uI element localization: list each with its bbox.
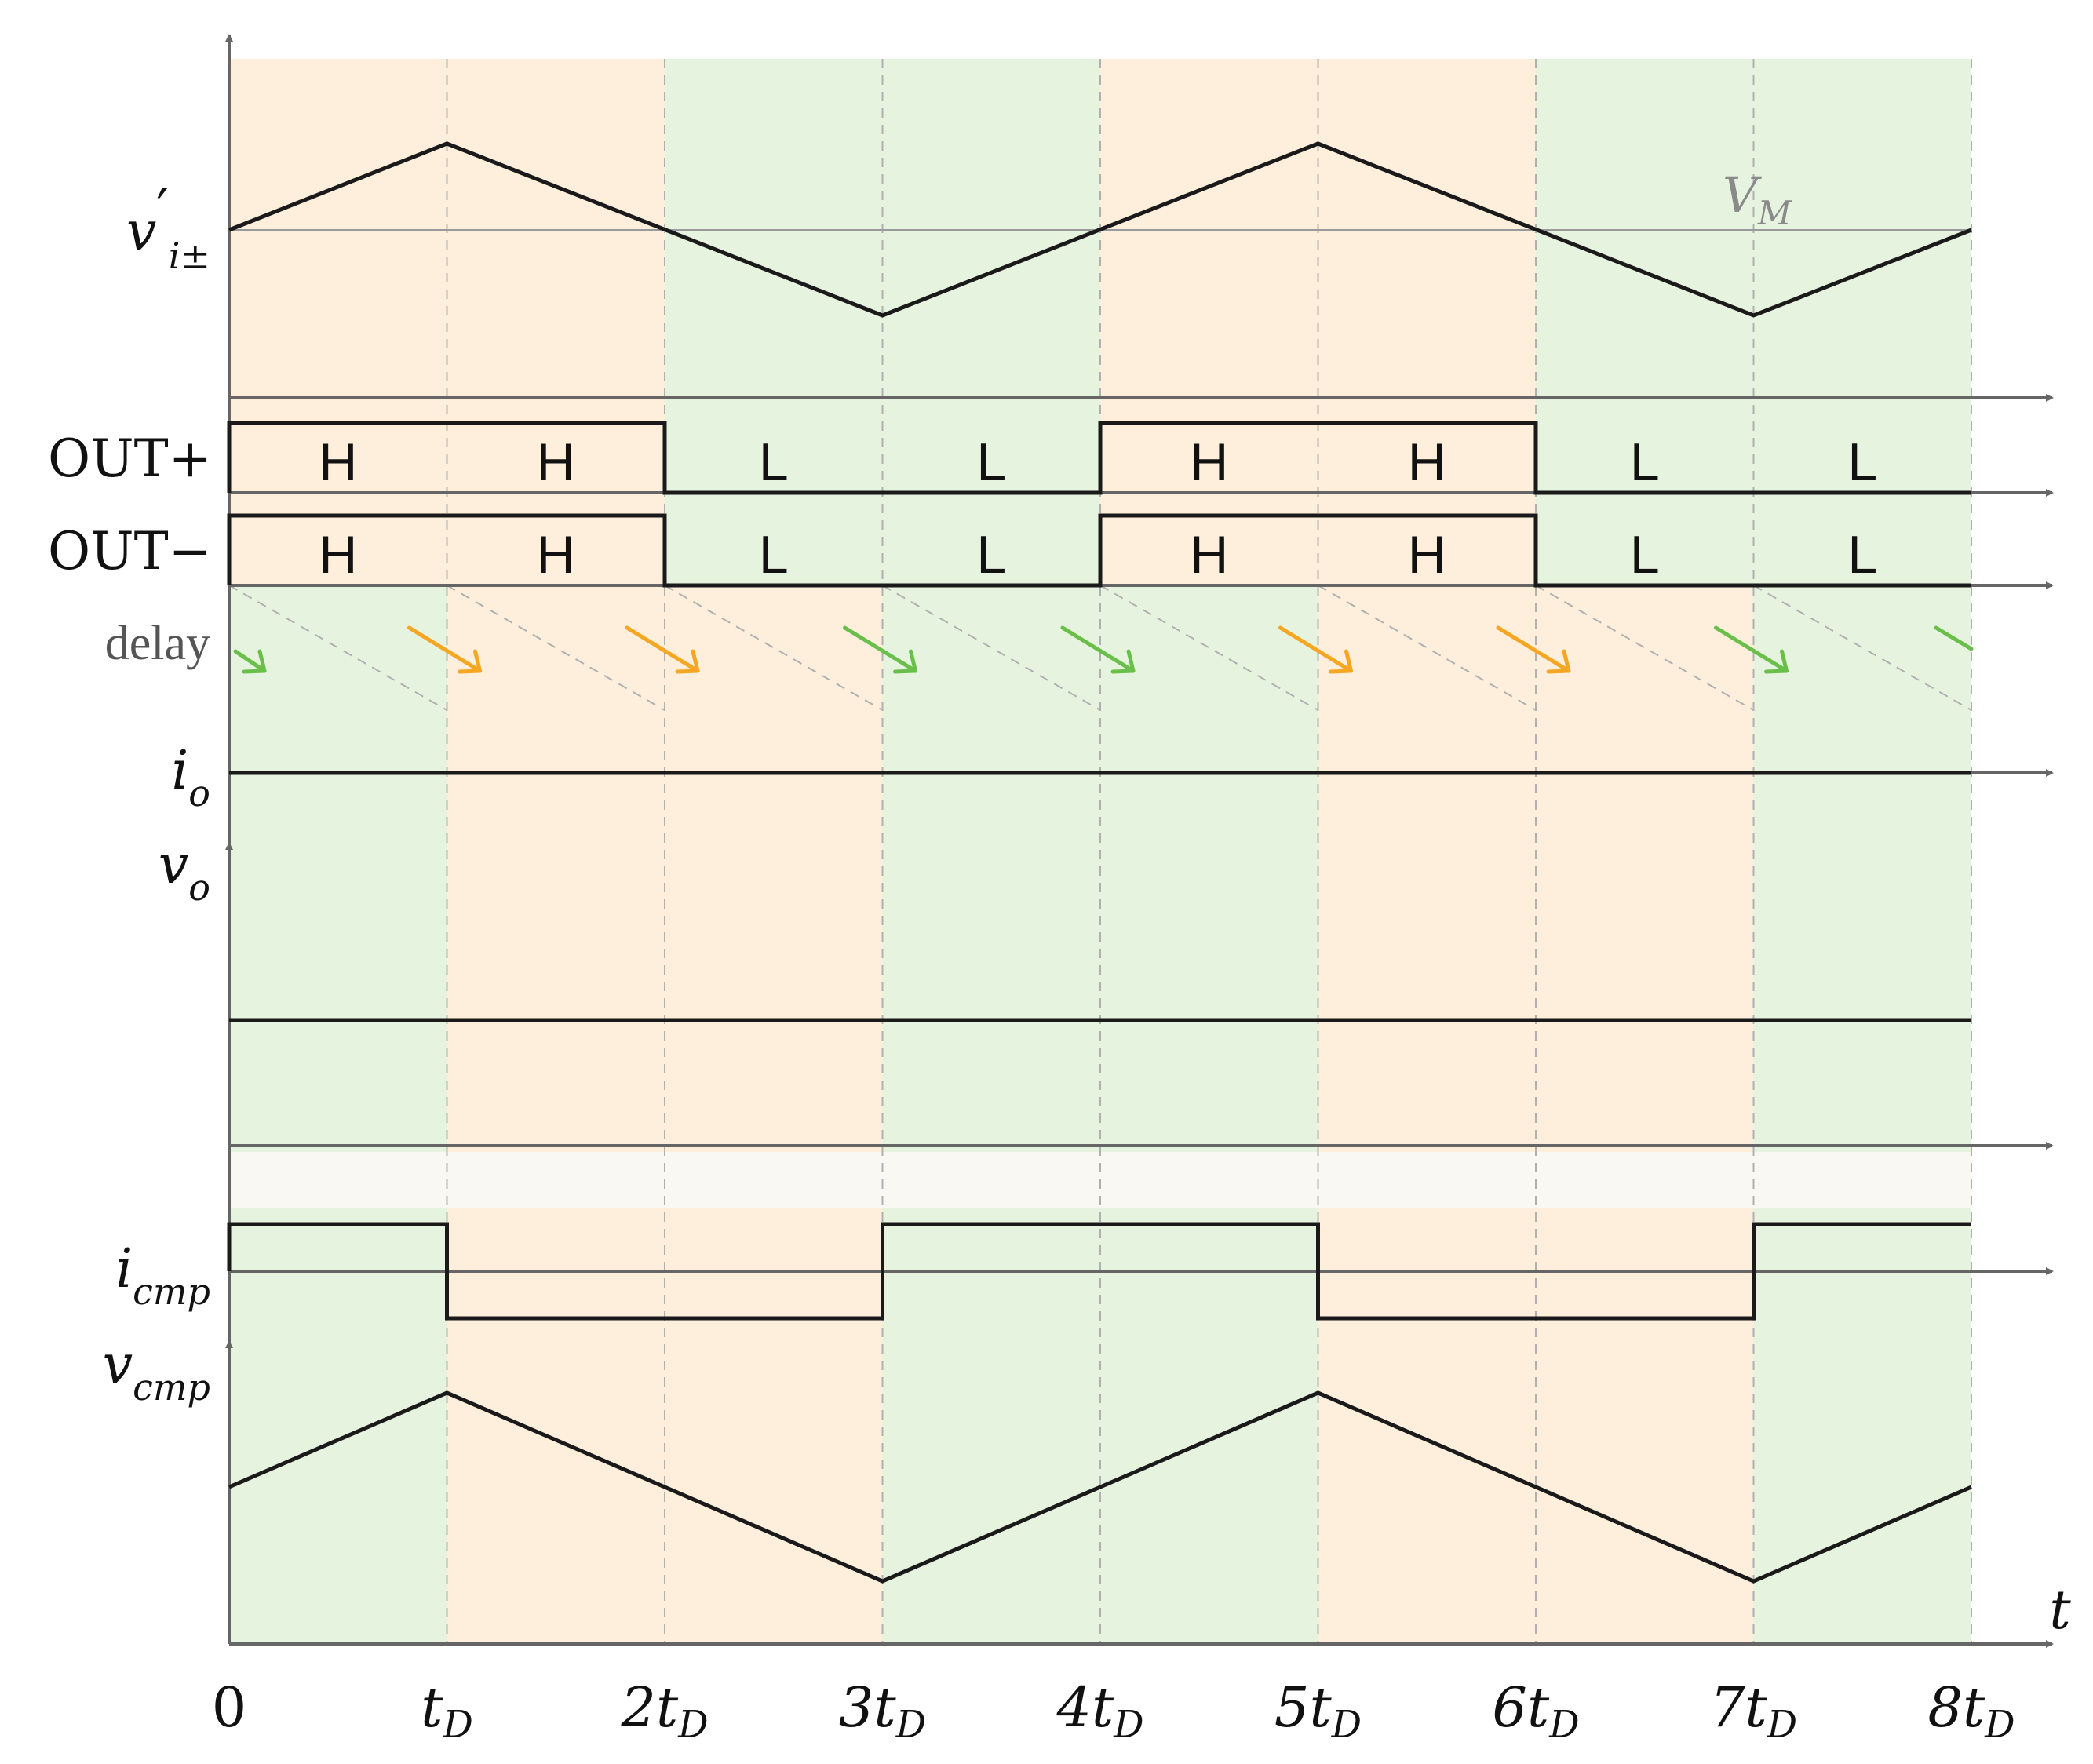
- region-green: [882, 585, 1100, 1169]
- delay-diagonal: [664, 585, 883, 711]
- delay-arrow: [625, 625, 700, 673]
- region-orange: [665, 1208, 883, 1644]
- delay-diagonal: [447, 585, 665, 711]
- delay-arrow-head: [458, 649, 482, 674]
- tick-label-3: 3tD: [839, 1675, 926, 1747]
- label-out-minus: OUT−: [48, 521, 212, 581]
- out-minus-state-label: H: [319, 525, 357, 585]
- delay-arrow: [1496, 625, 1571, 673]
- trace-vcmp: [228, 1390, 1972, 1584]
- tick-label-0: 0: [212, 1675, 247, 1740]
- delay-arrow-head: [1546, 649, 1571, 674]
- trace-out-plus: [227, 421, 1971, 495]
- delay-diagonal: [1535, 585, 1754, 711]
- region-green: [1753, 585, 1971, 1169]
- region-orange: [1536, 585, 1754, 1169]
- signal-traces: [227, 141, 1974, 1584]
- delay-diagonal: [882, 585, 1101, 711]
- delay-arrow: [407, 625, 482, 673]
- region-orange: [1318, 585, 1536, 1169]
- region-green: [882, 1208, 1100, 1644]
- out-minus-state-label: L: [759, 525, 789, 585]
- tick-label-1: tD: [421, 1675, 473, 1747]
- region-orange: [1318, 1208, 1536, 1644]
- time-axis-label: t: [2049, 1580, 2071, 1642]
- region-orange: [447, 1208, 665, 1644]
- region-green: [229, 1208, 447, 1644]
- trace-out-minus: [227, 513, 1971, 588]
- out-plus-state-label: L: [1847, 432, 1877, 492]
- label-vcmp: vcmp: [103, 1334, 210, 1409]
- delay-diagonal: [1318, 585, 1537, 711]
- delay-arrow: [1060, 625, 1136, 673]
- delay-diagonal: [228, 585, 447, 711]
- region-green: [229, 585, 447, 1169]
- label-vi: v′i±: [126, 179, 210, 277]
- delay-arrow: [1934, 625, 1974, 651]
- time-tick-labels: 0 tD 2tD 3tD 4tD 5tD 6tD 7tD 8tD t: [212, 1580, 2072, 1747]
- delay-diagonal: [1753, 585, 1972, 711]
- out-plus-state-label: H: [319, 432, 357, 492]
- delay-arrow: [1714, 625, 1789, 673]
- delay-arrow-head: [1329, 649, 1353, 674]
- time-gridlines: [228, 59, 1972, 1644]
- delay-arrow-head: [893, 649, 917, 674]
- delay-arrow-head: [675, 649, 700, 674]
- out-plus-state-label: L: [759, 432, 789, 492]
- region-orange: [447, 585, 665, 1169]
- out-plus-state-label: H: [1190, 432, 1228, 492]
- label-out-plus: OUT+: [48, 428, 212, 489]
- region-orange: [1536, 1208, 1754, 1644]
- tick-label-2: 2tD: [620, 1675, 708, 1747]
- tick-label-6: 6tD: [1492, 1675, 1579, 1747]
- out-plus-state-label: H: [537, 432, 575, 492]
- region-green: [1100, 1208, 1318, 1644]
- out-plus-state-label: H: [1408, 432, 1446, 492]
- label-vo: vo: [159, 834, 210, 909]
- out-minus-state-label: H: [537, 525, 575, 585]
- out-minus-state-label: L: [1630, 525, 1660, 585]
- region-green: [1753, 1208, 1971, 1644]
- tick-label-5: 5tD: [1274, 1675, 1362, 1747]
- out-minus-state-label: L: [1847, 525, 1877, 585]
- trace-icmp: [227, 1222, 1971, 1321]
- out-minus-state-label: L: [976, 525, 1006, 585]
- region-backgrounds: [229, 59, 1971, 1644]
- delay-arrow-head: [1764, 649, 1789, 674]
- delay-diagonal: [1099, 585, 1318, 711]
- delay-arrow: [233, 649, 267, 673]
- label-delay: delay: [105, 617, 210, 670]
- delay-arrow: [843, 625, 917, 673]
- tick-label-8: 8tD: [1927, 1675, 2015, 1747]
- tick-label-4: 4tD: [1056, 1675, 1143, 1747]
- delay-arrow: [1278, 625, 1353, 673]
- trace-vi: [228, 141, 1972, 318]
- label-icmp: icmp: [115, 1238, 210, 1313]
- signal-labels: H H L L H H L LH H L L H H L Lv′i±OUT+OUT−delayiovoicm…: [48, 166, 1877, 1409]
- out-plus-state-label: L: [1630, 432, 1660, 492]
- out-minus-state-label: H: [1408, 525, 1446, 585]
- delay-arrow-head: [1110, 649, 1136, 674]
- label-io: io: [172, 740, 210, 815]
- region-green: [1100, 585, 1318, 1169]
- out-plus-state-label: L: [976, 432, 1006, 492]
- delay-arrow-head: [242, 649, 267, 674]
- out-minus-state-label: H: [1190, 525, 1228, 585]
- tick-label-7: 7tD: [1710, 1675, 1797, 1747]
- region-orange: [665, 585, 883, 1169]
- label-vm: VM: [1723, 166, 1792, 232]
